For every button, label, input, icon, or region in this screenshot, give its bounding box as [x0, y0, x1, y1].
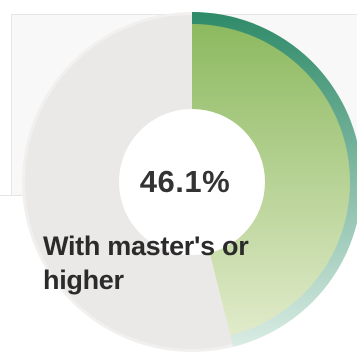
center-value-label: 46.1% — [139, 164, 231, 199]
value-slice — [192, 15, 357, 345]
chart-caption: With master's or higher — [43, 231, 249, 295]
donut-hole — [119, 109, 265, 255]
